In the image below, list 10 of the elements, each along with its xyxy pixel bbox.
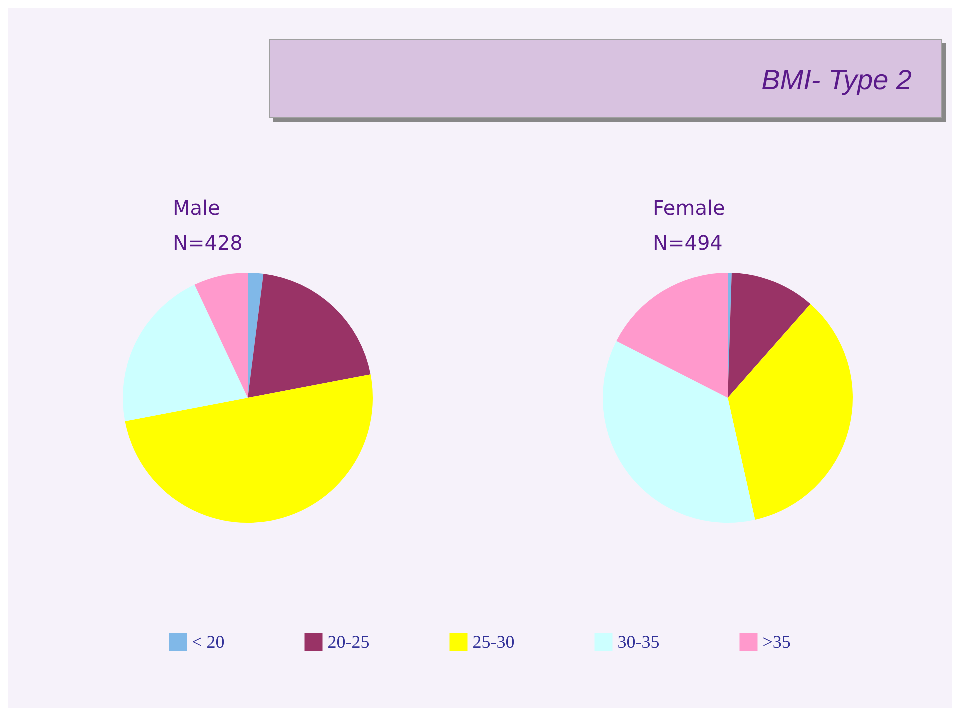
legend-label: 20-25 [328,632,370,652]
legend-label: >35 [762,632,791,652]
text: N=494 [653,231,723,255]
slice-label: Male [173,196,220,220]
chart-title: BMI- Type 2 [762,64,912,96]
text: N=428 [173,231,243,255]
legend-label: 25-30 [472,632,515,652]
slice-label: Female [653,196,726,220]
legend-label: 30-35 [618,632,660,652]
legend-label: < 20 [192,632,225,652]
